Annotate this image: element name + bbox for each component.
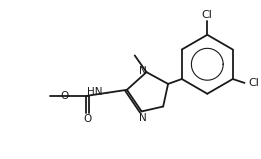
Text: Cl: Cl xyxy=(248,78,259,88)
Text: O: O xyxy=(84,114,92,124)
Text: N: N xyxy=(139,66,146,76)
Text: HN: HN xyxy=(87,87,102,97)
Text: Cl: Cl xyxy=(202,10,213,20)
Text: O: O xyxy=(60,91,68,101)
Text: N: N xyxy=(139,113,146,123)
